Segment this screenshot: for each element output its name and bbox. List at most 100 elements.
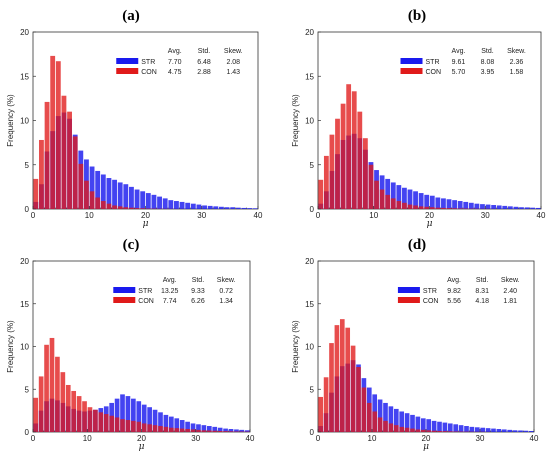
bar-con-0 bbox=[318, 396, 324, 432]
bar-str-16 bbox=[123, 184, 129, 209]
bar-con-9 bbox=[366, 402, 372, 432]
bar-str-17 bbox=[410, 414, 415, 432]
x-tick-label: 40 bbox=[254, 211, 263, 220]
x-tick-label: 0 bbox=[31, 211, 36, 220]
bar-str-27 bbox=[464, 426, 469, 432]
bar-str-28 bbox=[185, 421, 190, 432]
legend-swatch-str bbox=[400, 58, 423, 64]
bar-str-37 bbox=[241, 207, 247, 209]
panel-letter: (b) bbox=[408, 8, 426, 24]
bar-str-21 bbox=[147, 407, 152, 432]
bar-str-37 bbox=[518, 430, 523, 432]
bar-con-19 bbox=[136, 421, 142, 432]
legend-swatch-str bbox=[113, 287, 136, 293]
panel-letter: (d) bbox=[408, 237, 426, 253]
legend-stat-value: 5.56 bbox=[447, 298, 461, 305]
bar-str-38 bbox=[239, 429, 245, 432]
bar-con-2 bbox=[44, 101, 50, 209]
bar-con-32 bbox=[206, 430, 212, 432]
bar-str-36 bbox=[235, 207, 241, 209]
bar-con-25 bbox=[169, 427, 174, 432]
legend-header-avg: Avg. bbox=[452, 48, 466, 55]
bar-str-17 bbox=[129, 186, 134, 209]
legend-header-skew: Skew. bbox=[501, 277, 520, 284]
bar-str-29 bbox=[190, 423, 196, 432]
x-tick-label: 10 bbox=[85, 211, 94, 220]
bar-str-39 bbox=[535, 207, 541, 209]
bar-con-1 bbox=[38, 376, 44, 432]
x-tick-label: 0 bbox=[316, 211, 321, 220]
bar-str-23 bbox=[162, 198, 168, 209]
bar-con-17 bbox=[413, 205, 418, 209]
legend-stat-value: 8.08 bbox=[481, 59, 495, 66]
bar-con-15 bbox=[114, 417, 120, 432]
x-tick-label: 30 bbox=[476, 434, 485, 443]
bar-str-32 bbox=[213, 206, 219, 209]
bar-str-28 bbox=[190, 203, 196, 209]
bar-con-24 bbox=[447, 431, 453, 432]
bar-str-33 bbox=[219, 206, 224, 209]
x-axis-label: μ bbox=[427, 219, 433, 229]
legend-stat-value: 7.74 bbox=[163, 298, 177, 305]
x-tick-label: 40 bbox=[530, 434, 539, 443]
bar-con-23 bbox=[158, 426, 163, 432]
bar-con-23 bbox=[442, 431, 448, 432]
legend-swatch-str bbox=[397, 287, 420, 293]
bar-str-24 bbox=[163, 414, 169, 432]
bar-con-7 bbox=[357, 111, 363, 209]
bar-str-32 bbox=[206, 426, 212, 432]
legend-stat-value: 2.36 bbox=[510, 59, 524, 66]
bar-str-16 bbox=[120, 394, 125, 432]
x-axis-label: μ bbox=[423, 442, 429, 451]
bar-con-16 bbox=[404, 427, 410, 432]
bar-str-27 bbox=[468, 202, 474, 209]
y-tick-label: 15 bbox=[305, 72, 314, 81]
y-tick-label: 5 bbox=[310, 161, 315, 170]
legend-label-con: CON bbox=[141, 69, 157, 76]
bar-str-29 bbox=[196, 204, 202, 209]
bar-str-30 bbox=[202, 205, 207, 209]
plot-frame bbox=[32, 260, 251, 433]
bar-con-17 bbox=[129, 207, 134, 209]
bar-str-13 bbox=[106, 178, 112, 209]
bar-str-33 bbox=[502, 205, 508, 209]
bar-str-30 bbox=[485, 204, 491, 209]
legend-label-str: STR bbox=[141, 59, 155, 66]
y-tick-label: 10 bbox=[305, 117, 314, 126]
bar-str-14 bbox=[112, 179, 117, 209]
bar-con-6 bbox=[350, 345, 356, 432]
bar-con-14 bbox=[112, 205, 117, 209]
legend-header-avg: Avg. bbox=[168, 48, 182, 55]
legend-header-skew: Skew. bbox=[217, 277, 236, 284]
x-tick-label: 30 bbox=[481, 211, 490, 220]
bar-str-20 bbox=[145, 193, 151, 209]
bar-str-21 bbox=[435, 197, 441, 209]
bar-str-18 bbox=[134, 189, 140, 209]
bar-con-0 bbox=[33, 178, 39, 209]
bar-con-10 bbox=[374, 180, 379, 209]
bar-con-1 bbox=[39, 139, 44, 209]
bar-str-29 bbox=[474, 427, 480, 432]
bar-str-21 bbox=[151, 194, 157, 209]
bar-con-9 bbox=[368, 164, 374, 209]
bar-str-19 bbox=[136, 401, 142, 432]
y-tick-label: 0 bbox=[310, 205, 315, 214]
legend-stat-value: 1.43 bbox=[226, 69, 240, 76]
bar-con-11 bbox=[377, 417, 383, 432]
x-tick-label: 0 bbox=[31, 434, 36, 443]
legend-stat-value: 4.75 bbox=[168, 69, 182, 76]
bar-str-21 bbox=[431, 420, 437, 432]
chart-panel-1: (b) 0 10 20 30 40 0 5 10 15 20 Frequency (%) μ Avg. St… bbox=[291, 8, 546, 229]
legend-stat-value: 9.82 bbox=[447, 288, 461, 295]
y-tick-label: 10 bbox=[20, 343, 29, 352]
bar-str-19 bbox=[140, 191, 146, 209]
bar-con-24 bbox=[452, 208, 457, 209]
bar-con-2 bbox=[329, 343, 334, 432]
panel-letter: (c) bbox=[123, 237, 140, 253]
bar-con-3 bbox=[49, 337, 55, 432]
bar-str-34 bbox=[224, 207, 230, 209]
bar-str-26 bbox=[179, 201, 185, 209]
x-tick-label: 20 bbox=[422, 434, 431, 443]
legend-stat-value: 0.72 bbox=[219, 288, 233, 295]
bar-str-26 bbox=[458, 425, 464, 432]
